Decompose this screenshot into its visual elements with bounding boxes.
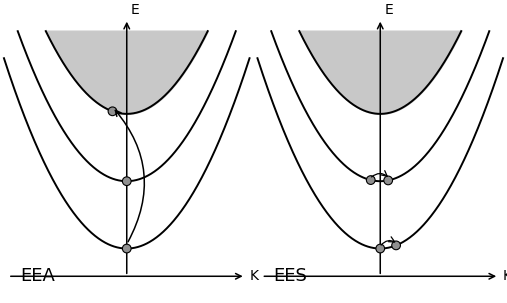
Circle shape: [108, 107, 117, 116]
Circle shape: [367, 176, 375, 185]
Circle shape: [122, 177, 131, 185]
Text: E: E: [384, 3, 393, 17]
Circle shape: [384, 176, 392, 185]
Circle shape: [376, 244, 385, 253]
Circle shape: [122, 244, 131, 253]
Text: E: E: [131, 3, 139, 17]
Circle shape: [392, 241, 401, 250]
Text: EEA: EEA: [20, 267, 55, 285]
Text: K: K: [503, 269, 507, 283]
Text: K: K: [249, 269, 259, 283]
Text: EES: EES: [273, 267, 307, 285]
